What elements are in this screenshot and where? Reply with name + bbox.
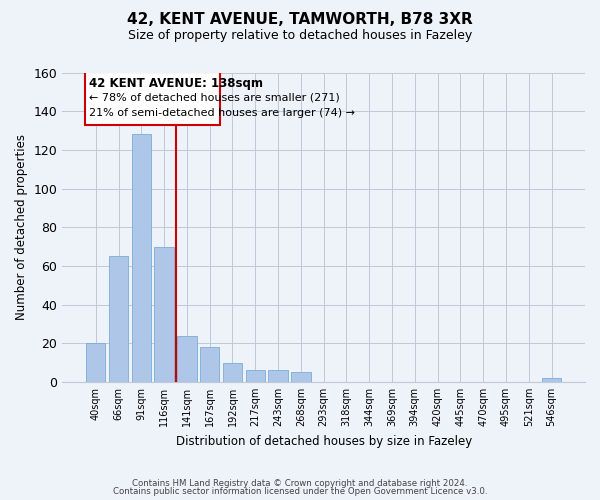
Bar — [268, 370, 288, 382]
Bar — [85, 72, 220, 124]
Text: 21% of semi-detached houses are larger (74) →: 21% of semi-detached houses are larger (… — [89, 108, 355, 118]
Bar — [223, 362, 242, 382]
Text: Contains HM Land Registry data © Crown copyright and database right 2024.: Contains HM Land Registry data © Crown c… — [132, 478, 468, 488]
Text: ← 78% of detached houses are smaller (271): ← 78% of detached houses are smaller (27… — [89, 93, 340, 103]
X-axis label: Distribution of detached houses by size in Fazeley: Distribution of detached houses by size … — [176, 434, 472, 448]
Text: Size of property relative to detached houses in Fazeley: Size of property relative to detached ho… — [128, 29, 472, 42]
Bar — [542, 378, 561, 382]
Bar — [86, 344, 106, 382]
Y-axis label: Number of detached properties: Number of detached properties — [15, 134, 28, 320]
Text: Contains public sector information licensed under the Open Government Licence v3: Contains public sector information licen… — [113, 487, 487, 496]
Bar — [131, 134, 151, 382]
Bar — [177, 336, 197, 382]
Bar — [245, 370, 265, 382]
Bar — [154, 246, 174, 382]
Text: 42, KENT AVENUE, TAMWORTH, B78 3XR: 42, KENT AVENUE, TAMWORTH, B78 3XR — [127, 12, 473, 28]
Bar — [109, 256, 128, 382]
Bar — [200, 347, 220, 382]
Bar — [291, 372, 311, 382]
Text: 42 KENT AVENUE: 138sqm: 42 KENT AVENUE: 138sqm — [89, 78, 263, 90]
